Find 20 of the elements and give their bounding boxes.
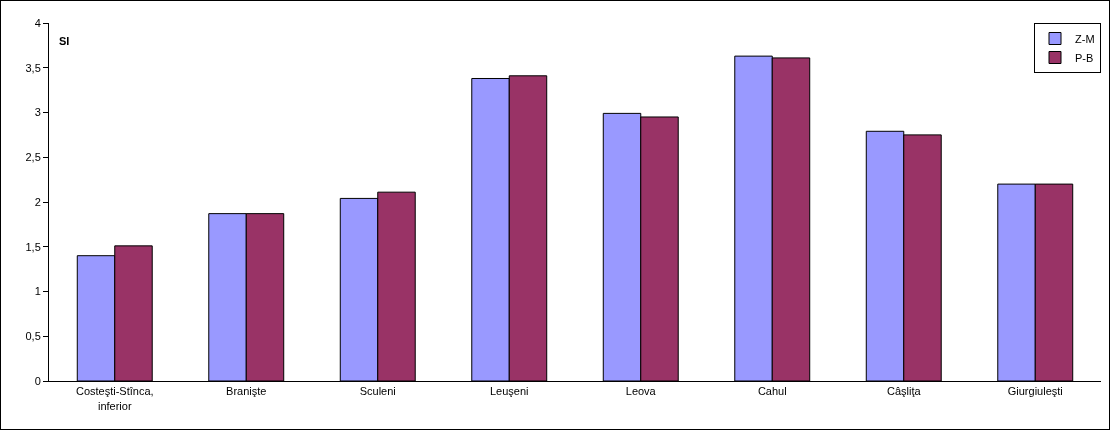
y-tick-label: 4 (34, 16, 41, 29)
x-tick-label: Câşliţa (886, 385, 922, 398)
y-tick-label: 0,5 (25, 330, 41, 343)
x-tick-label: Costeşti-Stînca, inferior (75, 385, 154, 412)
y-tick-label: 1,5 (25, 240, 41, 253)
y-tick-label: 3 (34, 106, 41, 119)
y-tick-label: 2 (34, 195, 41, 208)
y-tick-label: 2,5 (25, 151, 41, 164)
y-axis-title: SI (59, 35, 70, 47)
y-tick-label: 1 (34, 285, 41, 298)
y-tick-label: 3,5 (25, 61, 41, 74)
y-tick-label: 0 (34, 374, 41, 387)
legend-label: Z-M (1075, 32, 1095, 45)
x-tick-label: Sculeni (359, 385, 396, 398)
legend-label: P-B (1075, 51, 1094, 64)
x-tick-label: Leuşeni (489, 385, 529, 398)
x-tick-label: Giurgiuleşti (1007, 385, 1063, 398)
x-tick-label: Branişte (226, 385, 267, 398)
x-tick-label: Cahul (757, 385, 787, 398)
x-tick-label: Leova (625, 385, 657, 398)
